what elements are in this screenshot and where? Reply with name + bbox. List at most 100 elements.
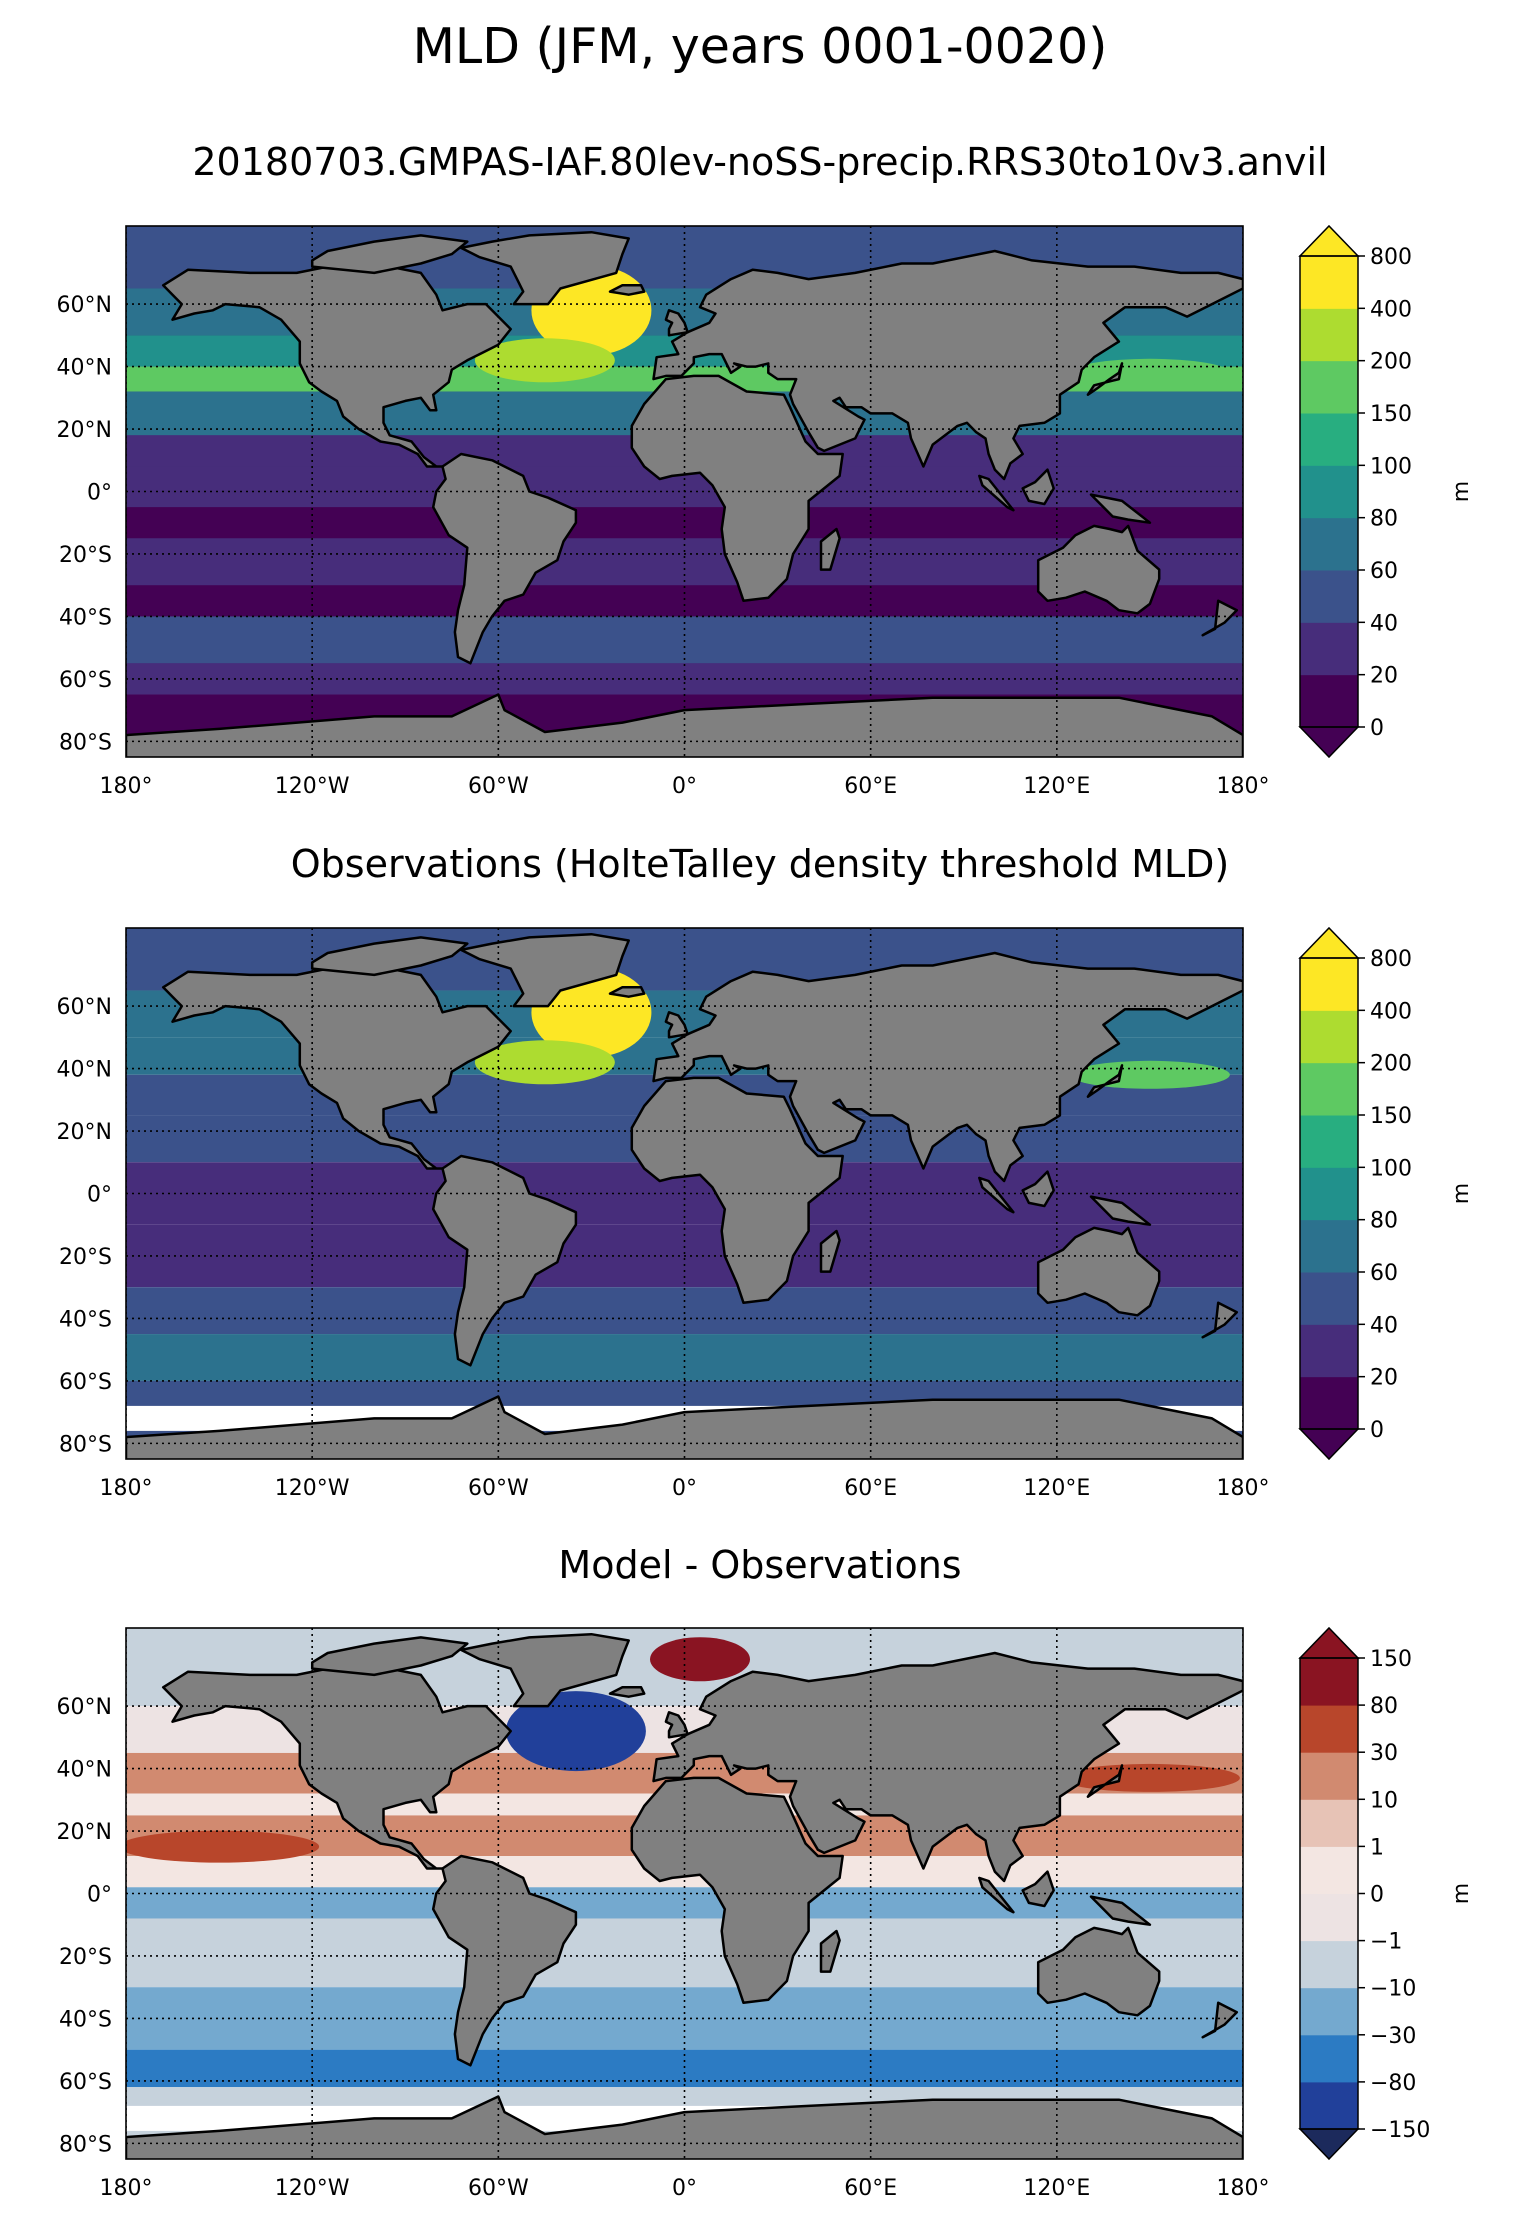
land-mass: [1021, 468, 1055, 506]
colorbar-swatch: [1300, 1799, 1358, 1847]
colorbar-tick-label: 800: [1370, 245, 1412, 270]
colorbar-tick-label: −80: [1370, 2071, 1416, 2096]
field-band: [126, 616, 1243, 664]
x-tick-label: 60°W: [468, 774, 529, 799]
land-mass: [1086, 1064, 1124, 1098]
panel-1-map: 180° 120°W 60°W 0° 60°E 120°E 180° 80°S 60°S 40°S…: [57, 225, 1270, 799]
x-tick-label: 60°W: [468, 2176, 529, 2201]
colorbar-tick-label: 20: [1370, 664, 1398, 689]
x-tick-label: 120°E: [1023, 1476, 1090, 1501]
panel-1-colorbar: 0 20 40 60 80 100 150 200 400 800 m: [1298, 224, 1474, 759]
y-tick-label: 20°N: [57, 1120, 112, 1145]
y-tick-label: 40°S: [59, 2007, 112, 2032]
y-tick-label: 40°S: [59, 1307, 112, 1332]
colorbar-swatch: [1300, 1940, 1358, 1989]
land-mass: [1089, 1195, 1152, 1226]
colorbar-swatch: [1300, 1987, 1358, 2036]
colorbar-swatch: [1300, 1752, 1358, 1800]
field-patch: [126, 1830, 320, 1863]
land-mass: [819, 527, 841, 571]
panel-1-title: 20180703.GMPAS-IAF.80lev-noSS-precip.RRS…: [192, 140, 1328, 184]
land-mass: [161, 964, 512, 1170]
land-mass: [310, 1636, 469, 1677]
figure-title: MLD (JFM, years 0001-0020): [412, 18, 1108, 75]
colorbar-extend-max: [1298, 224, 1360, 257]
colorbar-tick-label: 1: [1370, 1835, 1384, 1860]
x-tick-label: 120°E: [1023, 2176, 1090, 2201]
colorbar-tick-label: 100: [1370, 454, 1412, 479]
colorbar-swatch: [1300, 1115, 1358, 1168]
y-tick-label: 0°: [87, 1183, 112, 1208]
y-tick-label: 0°: [87, 481, 112, 506]
colorbar-extend-min: [1298, 2128, 1360, 2161]
colorbar-tick-label: 0: [1370, 716, 1384, 741]
y-tick-label: 20°S: [59, 1245, 112, 1270]
colorbar-tick-label: −1: [1370, 1930, 1402, 1955]
colorbar-swatch: [1300, 570, 1358, 623]
colorbar-swatch: [1300, 1219, 1358, 1273]
land-mass: [1086, 1764, 1124, 1798]
colorbar-swatch: [1300, 517, 1358, 571]
field-patch: [650, 1637, 751, 1682]
y-tick-label: 40°N: [57, 1058, 112, 1083]
land-mass: [310, 936, 469, 977]
land-mass: [1201, 2001, 1239, 2039]
colorbar-tick-label: 80: [1370, 1209, 1398, 1234]
colorbar-swatch: [1300, 1062, 1358, 1116]
land-mass: [1021, 1170, 1055, 1208]
x-tick-label: 180°: [100, 2176, 153, 2201]
colorbar-tick-label: −10: [1370, 1977, 1416, 2002]
colorbar-unit-label: m: [1449, 1183, 1474, 1204]
colorbar-swatch: [1300, 1658, 1358, 1706]
x-tick-label: 180°: [100, 1476, 153, 1501]
colorbar-swatch: [1300, 308, 1358, 362]
panel-2-title: Observations (HolteTalley density thresh…: [290, 842, 1230, 886]
colorbar-swatch: [1300, 958, 1358, 1011]
land-mass: [1021, 1870, 1055, 1908]
colorbar-swatch: [1300, 465, 1358, 519]
land-mass: [608, 284, 646, 296]
colorbar-swatch: [1300, 674, 1358, 728]
y-tick-label: 60°S: [59, 2070, 112, 2095]
y-tick-label: 60°N: [57, 1695, 112, 1720]
colorbar-swatch: [1300, 1376, 1358, 1430]
land-mass: [1036, 1926, 1161, 2017]
land-mass: [664, 1011, 689, 1039]
y-tick-label: 0°: [87, 1883, 112, 1908]
x-tick-label: 0°: [672, 1476, 697, 1501]
colorbar-tick-label: 400: [1370, 297, 1412, 322]
land-mass: [1201, 1301, 1239, 1339]
y-tick-label: 60°S: [59, 668, 112, 693]
x-tick-label: 180°: [1217, 1476, 1270, 1501]
plot-frame: [125, 1627, 1244, 2160]
land-mass: [161, 1664, 512, 1870]
land-mass: [459, 932, 630, 1008]
colorbar-tick-label: 30: [1370, 1741, 1398, 1766]
x-tick-label: 60°E: [844, 1476, 897, 1501]
field-band: [126, 1887, 1243, 1919]
colorbar-tick-label: 0: [1370, 1418, 1384, 1443]
colorbar-tick-label: 150: [1370, 1647, 1412, 1672]
land-mass: [1201, 599, 1239, 637]
x-tick-label: 180°: [1217, 2176, 1270, 2201]
land-mass: [1036, 524, 1161, 615]
x-tick-label: 180°: [1217, 774, 1270, 799]
land-mass: [459, 1632, 630, 1708]
land-mass: [459, 230, 630, 306]
y-tick-label: 60°N: [57, 995, 112, 1020]
colorbar-swatch: [1300, 256, 1358, 309]
x-tick-label: 120°W: [275, 774, 350, 799]
field-patch: [474, 338, 615, 383]
colorbar-tick-label: 150: [1370, 1104, 1412, 1129]
x-tick-label: 0°: [672, 2176, 697, 2201]
colorbar-swatch: [1300, 1705, 1358, 1753]
y-tick-label: 60°S: [59, 1370, 112, 1395]
colorbar-tick-label: 150: [1370, 402, 1412, 427]
land-mass: [819, 1929, 841, 1973]
y-tick-label: 20°N: [57, 418, 112, 443]
field-patch: [474, 1040, 615, 1085]
y-tick-label: 20°S: [59, 543, 112, 568]
y-tick-label: 80°S: [59, 2132, 112, 2157]
y-tick-label: 80°S: [59, 730, 112, 755]
colorbar-swatch: [1300, 1272, 1358, 1325]
